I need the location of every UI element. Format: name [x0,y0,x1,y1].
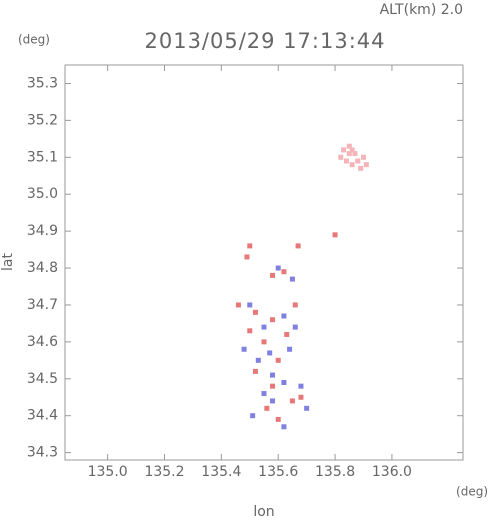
echo-point [267,350,273,356]
echo-point [355,158,361,164]
y-axis-label: lat [0,253,16,271]
echo-point [332,232,338,238]
echo-point [363,162,369,168]
x-tick-label: 135.4 [201,464,241,480]
x-tick-label: 135.0 [88,464,128,480]
x-tick-label: 135.8 [315,464,355,480]
echo-point [349,147,355,153]
echo-point [235,302,241,308]
echo-point [250,413,256,419]
echo-point [270,372,276,378]
echo-point [361,154,366,160]
echo-point [270,383,276,389]
altitude-header: ALT(km) 2.0 [380,2,463,18]
echo-point [281,424,287,430]
y-tick-label: 35.2 [27,112,58,128]
x-tick-label: 136.0 [372,464,412,480]
echo-point [275,265,281,271]
echo-point [287,346,293,352]
y-tick-label: 34.7 [27,297,58,313]
echo-point [261,324,267,330]
echo-point [289,398,295,404]
echo-point [341,147,347,153]
echo-point [343,158,349,164]
echo-point [247,328,253,334]
echo-point [284,331,290,337]
echo-point [349,162,355,168]
echo-point [261,339,267,345]
echo-point [298,394,304,400]
echo-point [270,317,276,323]
echo-point [252,309,258,315]
y-tick-label: 35.0 [27,186,58,202]
echo-point [295,243,301,249]
echo-point [292,324,298,330]
echo-point [338,154,344,160]
echo-point [275,416,281,422]
echo-point [261,391,267,397]
echo-point [270,398,276,404]
plot-frame [64,64,464,461]
echo-point [247,302,253,308]
echo-point [247,243,253,249]
y-tick-label: 34.3 [27,445,58,461]
x-unit: (deg) [456,485,488,499]
y-tick-label: 35.3 [27,75,58,91]
echo-point [346,143,352,149]
echo-point [241,346,247,352]
echo-point [304,405,310,411]
echo-point [281,269,287,275]
echo-point [255,357,261,363]
y-tick-label: 34.9 [27,223,58,239]
echo-point [264,405,270,411]
echo-point [281,313,287,319]
x-tick-label: 135.2 [144,464,184,480]
echo-point [281,379,287,385]
echo-point [298,383,304,389]
y-tick-label: 34.8 [27,260,58,276]
y-tick-label: 34.4 [27,408,58,424]
x-axis-label: lon [253,504,274,520]
y-unit: (deg) [18,33,50,47]
echo-point [346,151,352,157]
x-tick-label: 135.6 [258,464,298,480]
chart-title: 2013/05/29 17:13:44 [144,29,385,53]
y-tick-label: 35.1 [27,149,58,165]
echo-point [352,151,358,157]
echo-point [244,254,250,260]
echo-point [252,368,258,374]
echo-point [270,272,276,278]
echo-point [289,276,295,282]
y-tick-label: 34.6 [27,334,58,350]
echo-point [358,165,364,171]
echo-point [292,302,298,308]
y-tick-label: 34.5 [27,371,58,387]
echo-point [275,357,281,363]
